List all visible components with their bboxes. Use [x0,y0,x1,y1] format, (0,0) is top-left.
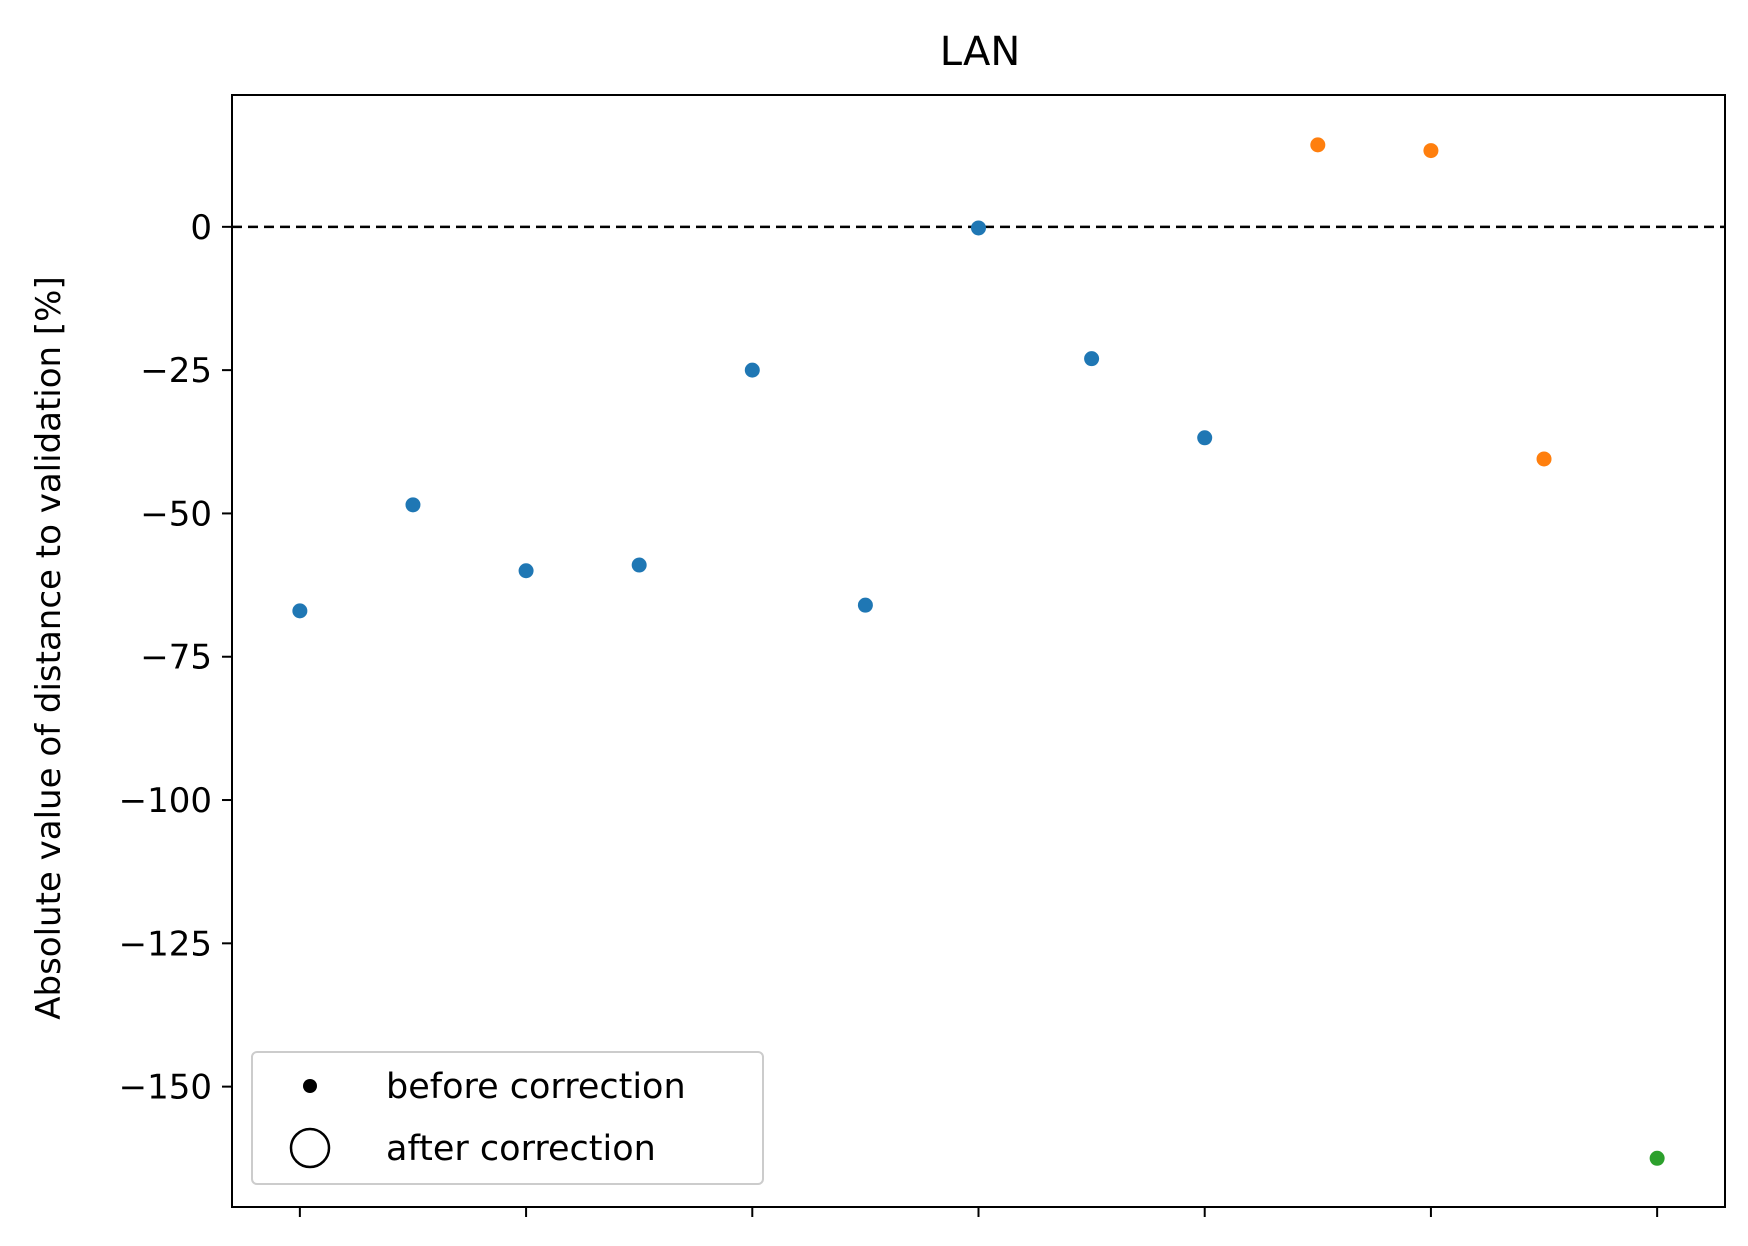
data-point [1084,351,1100,367]
legend-label-after-correction: after correction [386,1129,656,1169]
data-point [292,603,308,619]
data-point [518,563,534,579]
data-points [292,137,1665,1166]
data-point [405,497,421,513]
legend-label-before-correction: before correction [386,1067,686,1107]
data-point [857,597,873,613]
y-tick-label: −75 [140,638,212,678]
y-tick-label: −50 [140,494,212,534]
data-point [1310,137,1326,153]
y-tick-label: −125 [119,924,212,964]
data-point [1536,451,1552,467]
legend: before correction after correction [251,1051,764,1185]
axis-ticks: 0 −25 −50 −75 −100 −125 −150 [119,208,1659,1217]
y-tick-label: −25 [140,351,212,391]
y-tick-label: −100 [119,781,212,821]
data-point [1197,430,1213,446]
y-tick-label: −150 [119,1068,212,1108]
data-point [971,220,986,236]
plot-frame [231,94,1726,1208]
chart-title: LAN [940,29,1021,75]
y-tick-label: 0 [190,208,212,248]
data-point [1423,143,1439,159]
data-point [744,362,760,378]
legend-marker-filled-dot [303,1079,317,1093]
legend-marker-open-circle [289,1127,331,1169]
data-point [1649,1150,1665,1166]
y-axis-label: Absolute value of distance to validation… [29,276,69,1020]
data-point [631,557,647,573]
legend-box [251,1051,764,1185]
